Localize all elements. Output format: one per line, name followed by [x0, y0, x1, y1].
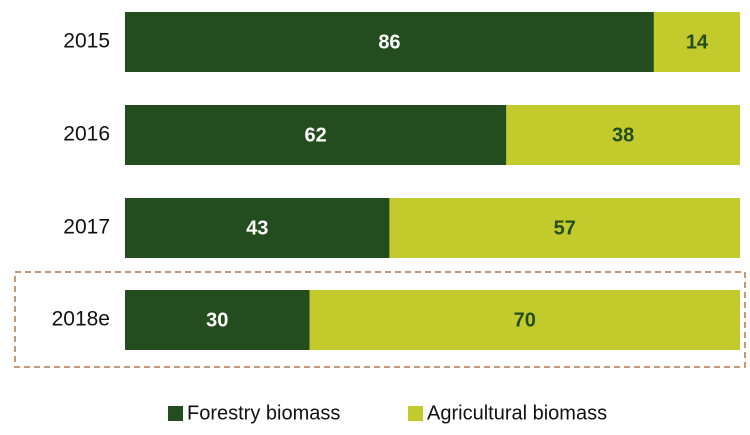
legend-label: Agricultural biomass: [427, 402, 607, 424]
bar-segment: [125, 290, 310, 350]
bar-segment: [309, 290, 740, 350]
category-label: 2017: [63, 216, 110, 239]
bar-segment: [653, 12, 740, 72]
category-label: 2018e: [52, 308, 110, 331]
value-label: 43: [246, 217, 268, 239]
value-label: 70: [514, 309, 536, 331]
bar-segment: [389, 198, 740, 258]
legend-label: Forestry biomass: [187, 402, 340, 424]
category-label: 2015: [63, 30, 110, 53]
value-label: 86: [378, 31, 400, 53]
value-label: 62: [305, 124, 327, 146]
legend-swatch: [408, 406, 423, 421]
legend-swatch: [168, 406, 183, 421]
value-label: 38: [612, 124, 634, 146]
bar-segment: [125, 12, 654, 72]
bar-segment: [125, 198, 390, 258]
value-label: 30: [206, 309, 228, 331]
highlight-box: [14, 271, 746, 368]
value-label: 14: [686, 31, 709, 53]
bar-segment: [125, 105, 507, 165]
category-label: 2016: [63, 123, 110, 146]
bar-segment: [506, 105, 740, 165]
value-label: 57: [554, 217, 576, 239]
